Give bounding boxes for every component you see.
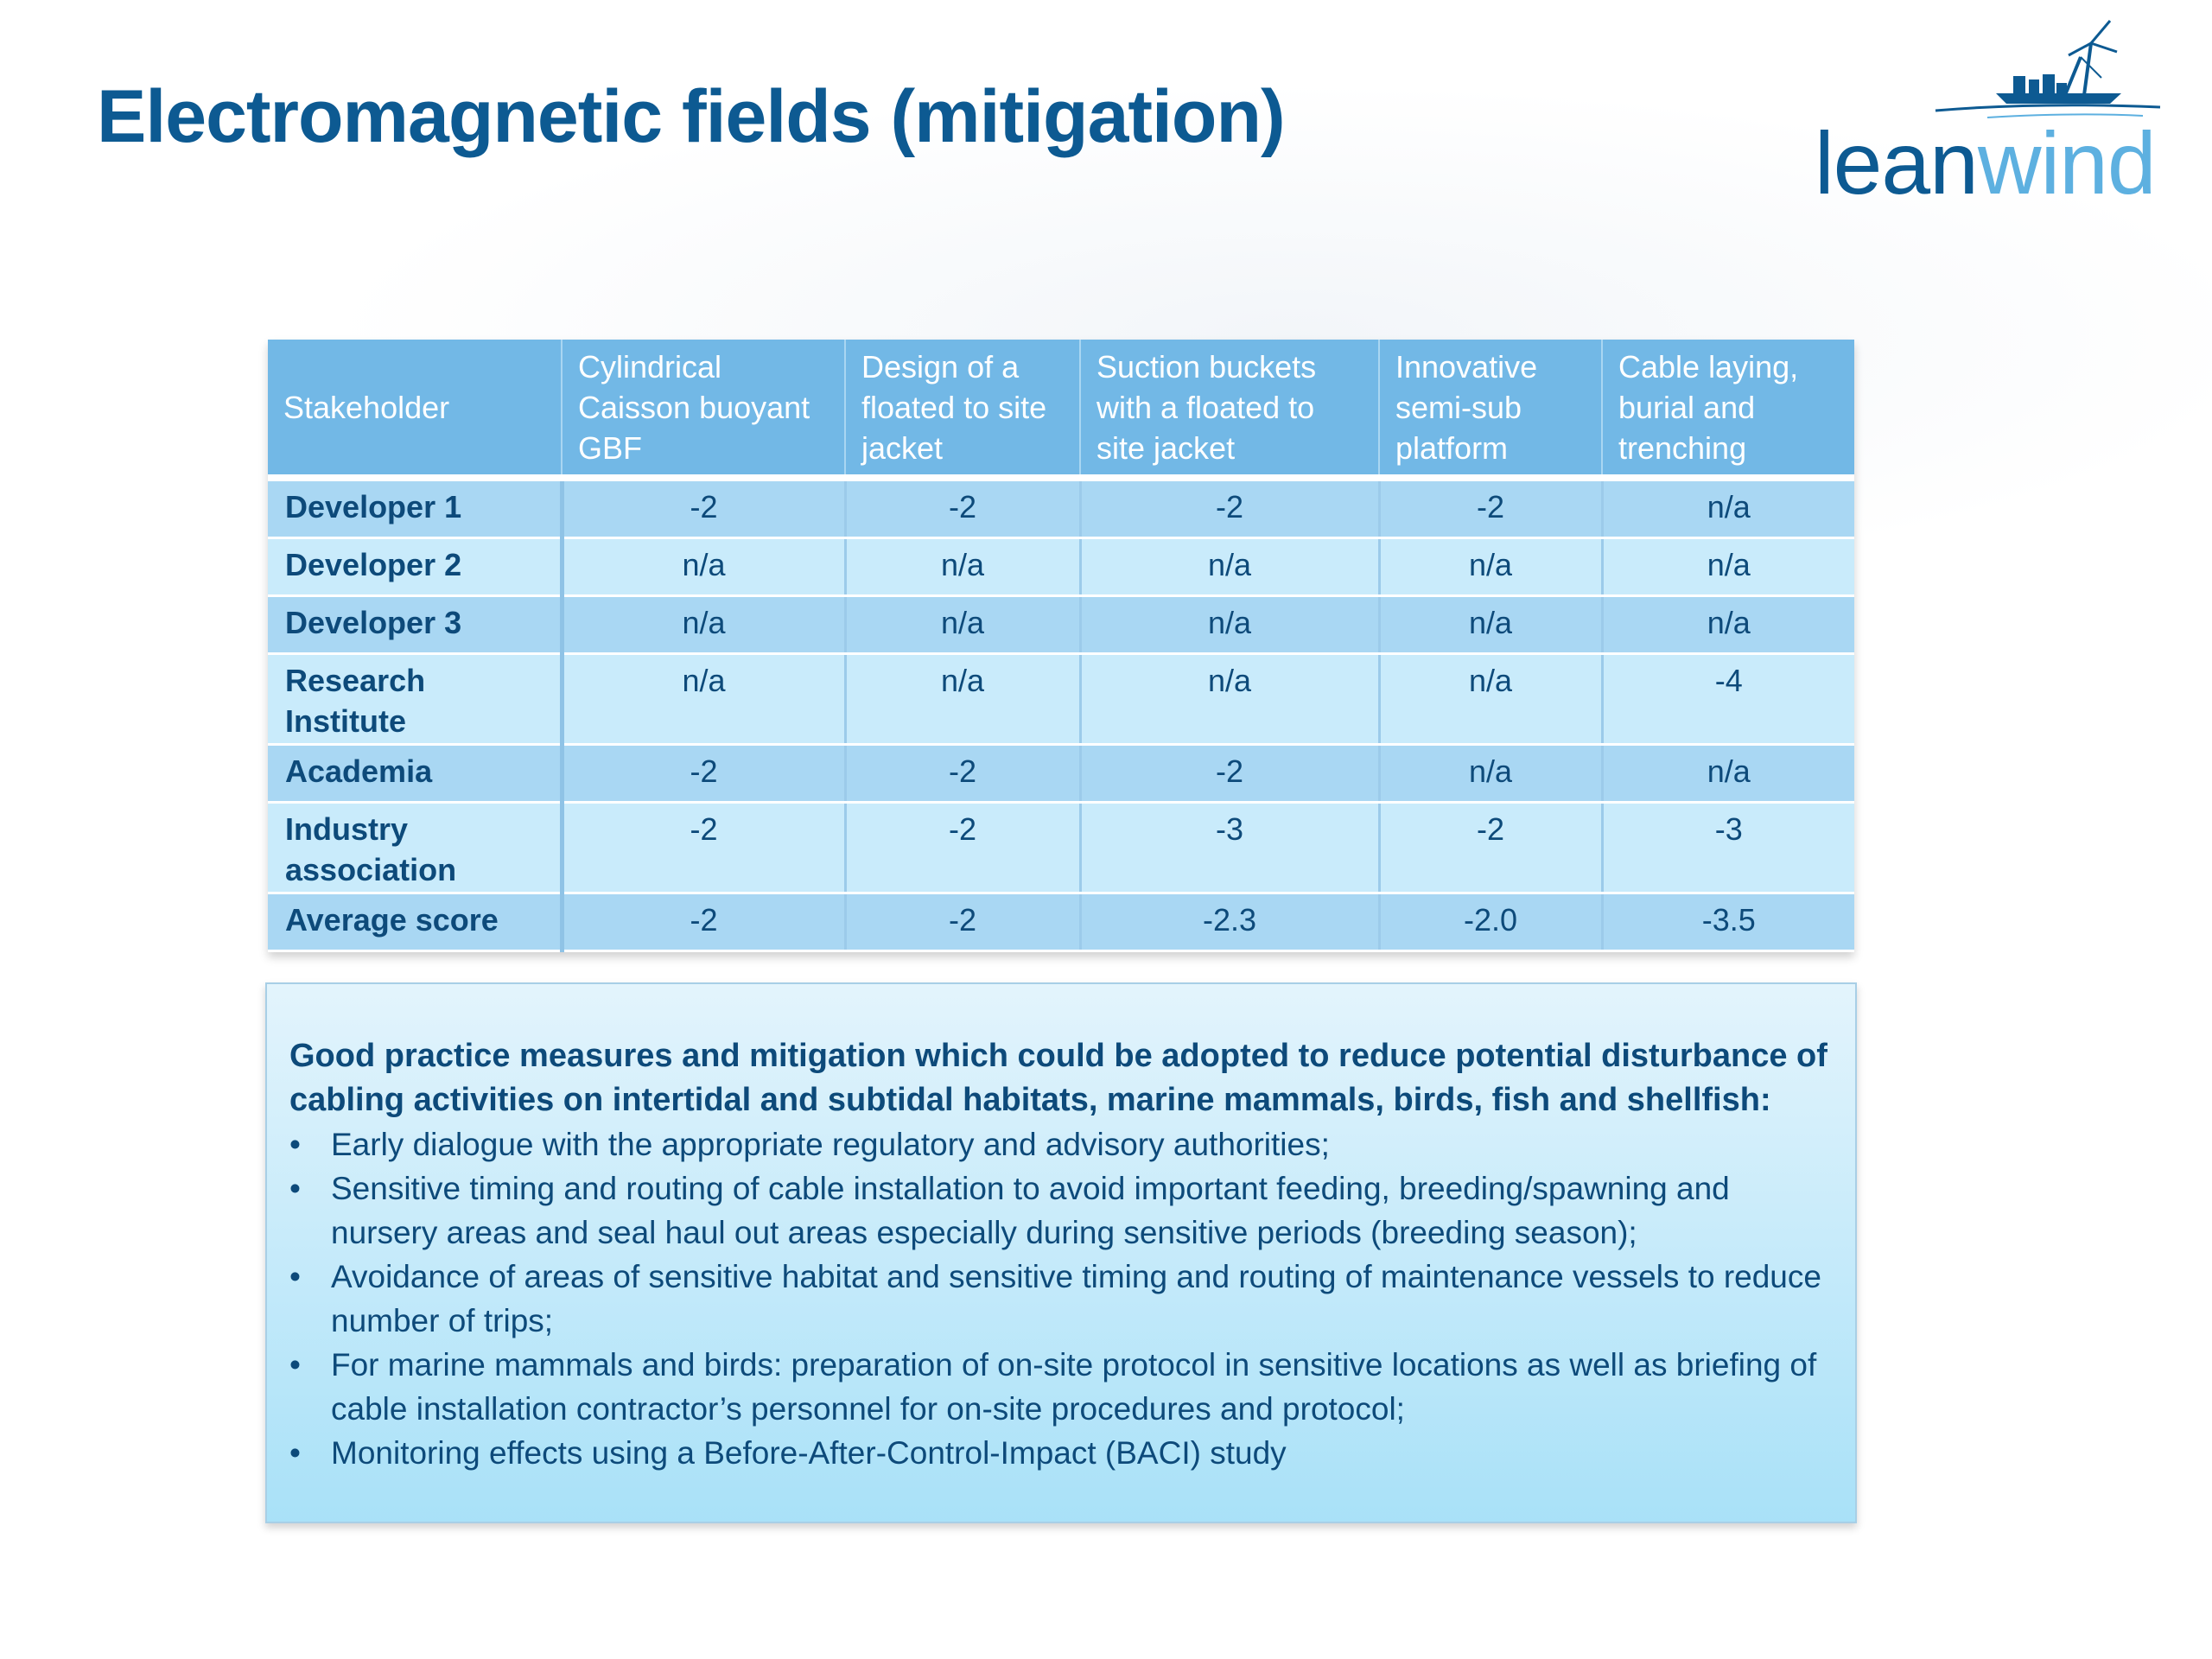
- list-item-text: Monitoring effects using a Before-After-…: [331, 1435, 1287, 1471]
- leanwind-logo: leanwind: [1806, 17, 2169, 212]
- slide-title: Electromagnetic fields (mitigation): [97, 75, 1286, 158]
- stakeholder-cell: Developer 1: [268, 478, 564, 539]
- score-cell: n/a: [1602, 537, 1854, 597]
- logo-text-wind: wind: [1977, 114, 2157, 213]
- score-cell: -2.0: [1379, 893, 1604, 952]
- score-cell: -2: [845, 893, 1082, 952]
- list-item-text: For marine mammals and birds: preparatio…: [331, 1347, 1817, 1427]
- score-cell: -2.3: [1080, 893, 1381, 952]
- list-item-text: Early dialogue with the appropriate regu…: [331, 1127, 1330, 1162]
- score-cell: n/a: [1379, 595, 1604, 655]
- score-cell: n/a: [1379, 653, 1604, 746]
- stakeholder-cell: Average score: [268, 893, 564, 952]
- score-cell: -2: [562, 744, 847, 804]
- bullet-icon: •: [289, 1435, 301, 1471]
- score-cell: n/a: [562, 537, 847, 597]
- table-row: Developer 1 -2 -2 -2 -2 n/a: [268, 478, 1854, 539]
- mitigation-notes-box: Good practice measures and mitigation wh…: [265, 982, 1857, 1523]
- score-cell: n/a: [845, 595, 1082, 655]
- score-cell: n/a: [1602, 744, 1854, 804]
- stakeholder-cell: Research Institute: [268, 653, 564, 746]
- table-row-average: Average score -2 -2 -2.3 -2.0 -3.5: [268, 893, 1854, 952]
- stakeholder-cell: Developer 3: [268, 595, 564, 655]
- list-item-text: Avoidance of areas of sensitive habitat …: [331, 1259, 1821, 1338]
- score-cell: n/a: [1379, 537, 1604, 597]
- column-header: Stakeholder: [268, 340, 563, 478]
- column-header: Innovative semi-sub platform: [1379, 340, 1603, 478]
- bullet-icon: •: [289, 1171, 301, 1206]
- list-item: • For marine mammals and birds: preparati…: [289, 1343, 1834, 1431]
- bullet-icon: •: [289, 1347, 301, 1382]
- score-cell: n/a: [1080, 595, 1381, 655]
- score-table: Stakeholder Cylindrical Caisson buoyant …: [268, 340, 1854, 952]
- score-cell: n/a: [562, 595, 847, 655]
- mitigation-list: • Early dialogue with the appropriate reg…: [289, 1122, 1834, 1475]
- score-cell: n/a: [1080, 537, 1381, 597]
- score-cell: -2: [1080, 478, 1381, 539]
- score-cell: -2: [562, 802, 847, 894]
- score-cell: -2: [562, 893, 847, 952]
- score-cell: -2: [1379, 802, 1604, 894]
- logo-wordmark: leanwind: [1815, 119, 2157, 207]
- stakeholder-cell: Developer 2: [268, 537, 564, 597]
- notes-lead-text: Good practice measures and mitigation wh…: [289, 1038, 1827, 1118]
- list-item: • Monitoring effects using a Before-After…: [289, 1431, 1834, 1475]
- score-cell: -2: [1080, 744, 1381, 804]
- score-cell: n/a: [562, 653, 847, 746]
- score-cell: -2: [845, 744, 1082, 804]
- score-cell: -3.5: [1602, 893, 1854, 952]
- list-item-text: Sensitive timing and routing of cable in…: [331, 1171, 1730, 1250]
- list-item: • Avoidance of areas of sensitive habitat…: [289, 1255, 1834, 1343]
- score-cell: n/a: [845, 537, 1082, 597]
- table-row: Industry association -2 -2 -3 -2 -3: [268, 802, 1854, 894]
- wind-turbine-vessel-icon: [1935, 20, 2161, 118]
- bullet-icon: •: [289, 1259, 301, 1294]
- bullet-icon: •: [289, 1127, 301, 1162]
- score-cell: -4: [1602, 653, 1854, 746]
- table-header-row: Stakeholder Cylindrical Caisson buoyant …: [268, 340, 1854, 478]
- score-cell: n/a: [1602, 478, 1854, 539]
- table-row: Developer 3 n/a n/a n/a n/a n/a: [268, 595, 1854, 655]
- list-item: • Sensitive timing and routing of cable i…: [289, 1166, 1834, 1255]
- score-table-container: Stakeholder Cylindrical Caisson buoyant …: [268, 340, 1854, 952]
- score-cell: n/a: [1080, 653, 1381, 746]
- score-cell: -3: [1602, 802, 1854, 894]
- list-item: • Early dialogue with the appropriate reg…: [289, 1122, 1834, 1166]
- score-cell: n/a: [1379, 744, 1604, 804]
- table-row: Academia -2 -2 -2 n/a n/a: [268, 744, 1854, 804]
- column-header: Design of a floated to site jacket: [845, 340, 1081, 478]
- column-header: Cylindrical Caisson buoyant GBF: [562, 340, 846, 478]
- logo-text-lean: lean: [1815, 114, 1979, 213]
- column-header: Suction buckets with a floated to site j…: [1080, 340, 1380, 478]
- score-cell: -2: [562, 478, 847, 539]
- score-cell: -3: [1080, 802, 1381, 894]
- table-row: Developer 2 n/a n/a n/a n/a n/a: [268, 537, 1854, 597]
- score-cell: n/a: [845, 653, 1082, 746]
- column-header: Cable laying, burial and trenching: [1602, 340, 1854, 478]
- stakeholder-cell: Academia: [268, 744, 564, 804]
- stakeholder-cell: Industry association: [268, 802, 564, 894]
- score-cell: n/a: [1602, 595, 1854, 655]
- score-cell: -2: [845, 478, 1082, 539]
- table-row: Research Institute n/a n/a n/a n/a -4: [268, 653, 1854, 746]
- score-cell: -2: [845, 802, 1082, 894]
- score-cell: -2: [1379, 478, 1604, 539]
